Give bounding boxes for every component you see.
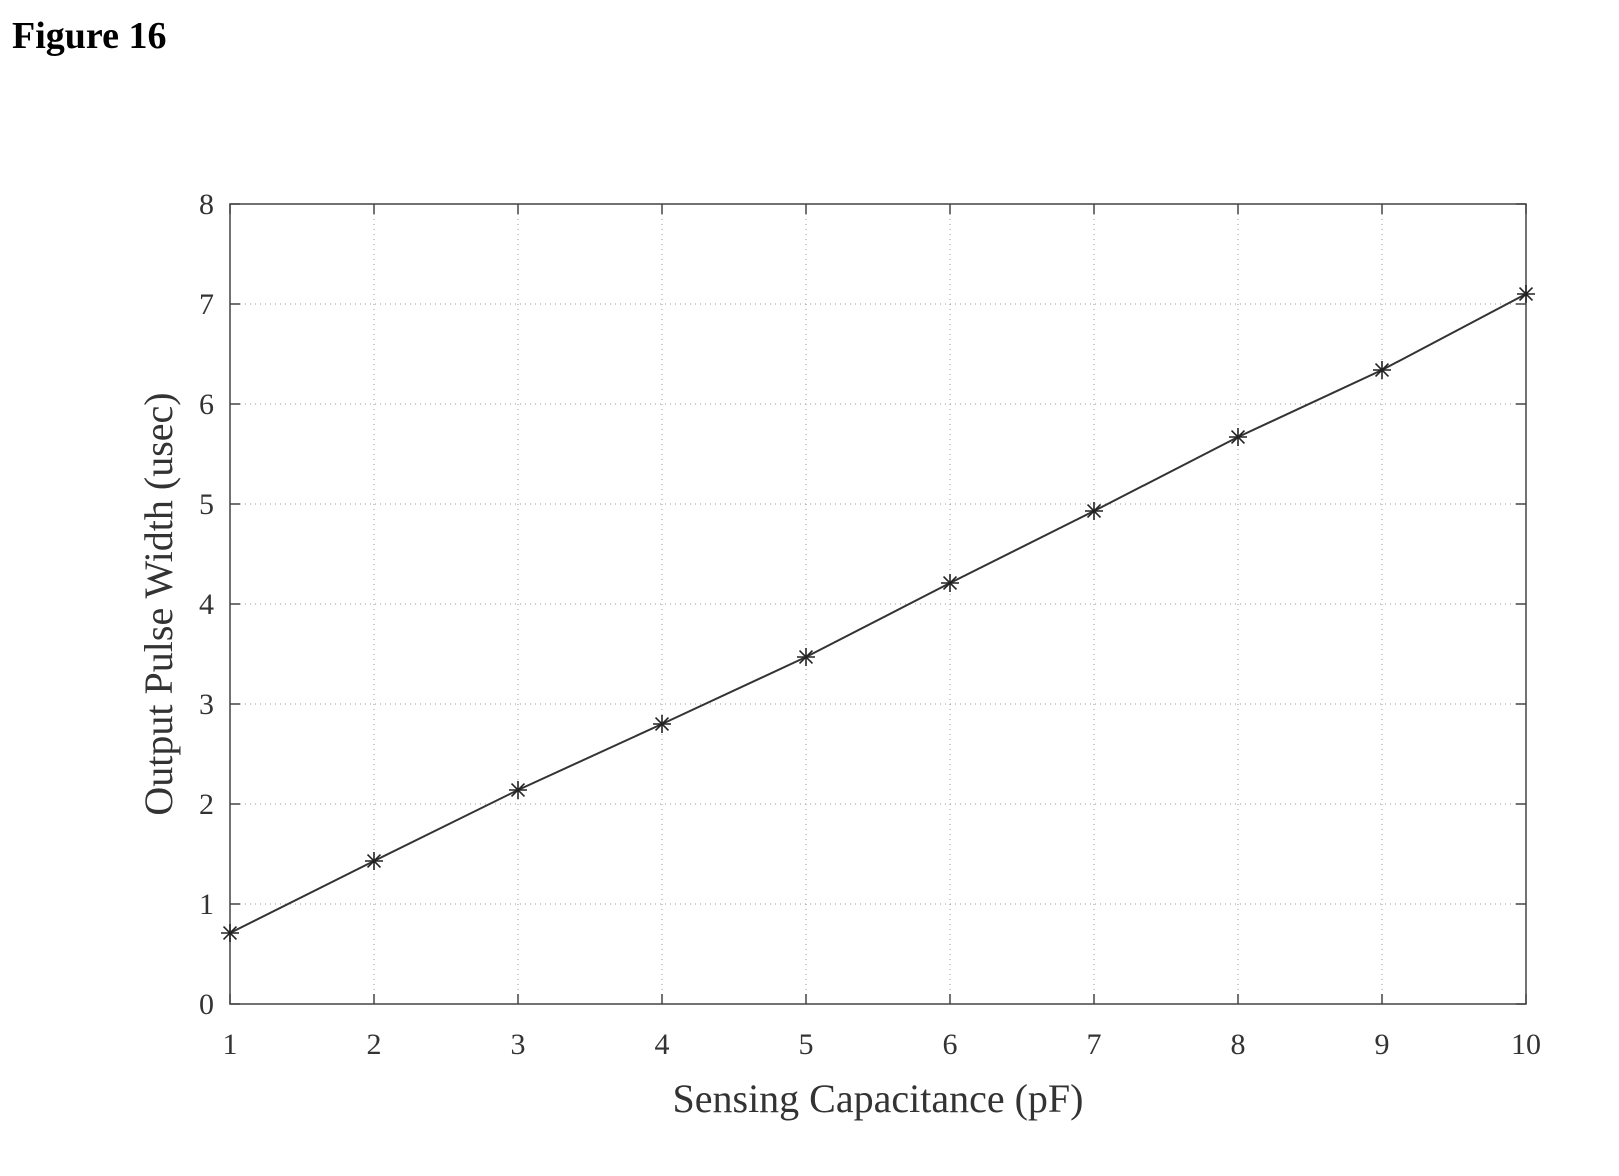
series-line bbox=[229, 293, 1527, 934]
data-point-marker bbox=[797, 648, 815, 666]
x-tick-label: 4 bbox=[655, 1028, 670, 1061]
x-tick-label: 6 bbox=[943, 1028, 958, 1061]
x-tick-label: 2 bbox=[367, 1028, 382, 1061]
data-point-marker bbox=[653, 715, 671, 733]
x-tick-label: 1 bbox=[223, 1028, 238, 1061]
y-tick-label: 7 bbox=[199, 288, 214, 321]
x-tick-label: 9 bbox=[1375, 1028, 1390, 1061]
grid-layer bbox=[230, 204, 1526, 1004]
data-point-marker bbox=[941, 574, 959, 592]
data-point-marker bbox=[509, 781, 527, 799]
figure-title: Figure 16 bbox=[12, 15, 167, 57]
y-tick-label: 8 bbox=[199, 188, 214, 221]
y-tick-label: 2 bbox=[199, 788, 214, 821]
x-tick-label: 10 bbox=[1511, 1028, 1541, 1061]
y-tick-label: 0 bbox=[199, 988, 214, 1021]
plot-frame bbox=[229, 203, 1527, 1005]
y-tick-label: 4 bbox=[199, 588, 214, 621]
series-layer bbox=[221, 285, 1535, 942]
y-tick-label: 5 bbox=[199, 488, 214, 521]
data-point-marker bbox=[1373, 361, 1391, 379]
data-point-marker bbox=[1085, 502, 1103, 520]
data-point-marker bbox=[1229, 428, 1247, 446]
y-tick-label: 6 bbox=[199, 388, 214, 421]
data-point-marker bbox=[365, 852, 383, 870]
y-tick-label: 3 bbox=[199, 688, 214, 721]
x-tick-label: 3 bbox=[511, 1028, 526, 1061]
x-tick-label: 8 bbox=[1231, 1028, 1246, 1061]
data-point-marker bbox=[1517, 285, 1535, 303]
y-tick-label: 1 bbox=[199, 888, 214, 921]
x-axis-label: Sensing Capacitance (pF) bbox=[673, 1076, 1084, 1121]
y-axis-label: Output Pulse Width (usec) bbox=[136, 392, 181, 815]
data-point-marker bbox=[221, 924, 239, 942]
x-tick-label: 5 bbox=[799, 1028, 814, 1061]
x-tick-label: 7 bbox=[1087, 1028, 1102, 1061]
